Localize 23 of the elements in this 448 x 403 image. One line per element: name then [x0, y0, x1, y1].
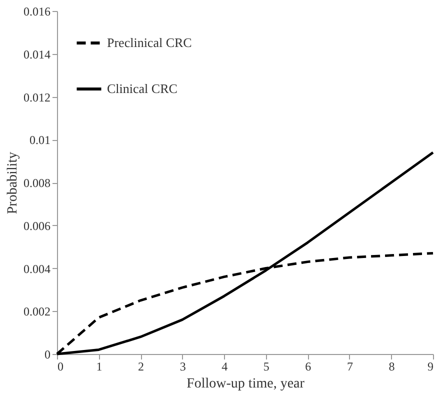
y-tick-label: 0.002 [24, 304, 50, 319]
x-tick-label: 3 [180, 360, 186, 374]
x-tick-label: 8 [388, 360, 395, 374]
y-tick-label: 0.01 [30, 133, 50, 148]
y-tick-label: 0.004 [24, 262, 50, 276]
legend-label: Preclinical CRC [107, 35, 192, 50]
legend-label: Clinical CRC [107, 81, 178, 96]
x-tick-label: 5 [263, 360, 270, 374]
y-tick-label: 0 [44, 348, 50, 362]
x-tick-label: 0 [58, 360, 64, 374]
y-tick-label: 0.016 [24, 4, 50, 18]
y-tick-label: 0.014 [24, 47, 50, 62]
x-tick-label: 6 [305, 360, 312, 374]
x-axis-title: Follow-up time, year [186, 376, 305, 392]
x-tick-label: 9 [428, 360, 434, 374]
x-tick-label: 7 [346, 360, 353, 374]
x-tick-label: 2 [138, 360, 144, 374]
y-tick-label: 0.012 [24, 90, 50, 104]
x-tick-label: 1 [96, 360, 102, 374]
y-tick-label: 0.006 [24, 218, 50, 233]
x-tick-label: 4 [222, 360, 228, 374]
y-axis-title: Probability [6, 152, 20, 214]
y-tick-label: 0.008 [24, 176, 50, 190]
